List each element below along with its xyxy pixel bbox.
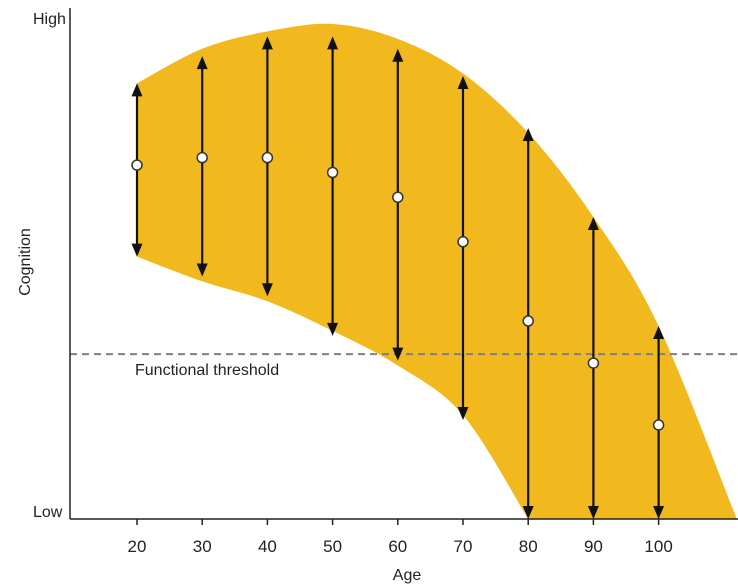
y-axis-high-label: High [33,11,66,28]
x-tick-label-30: 30 [193,537,212,556]
range-arrows [131,36,665,519]
functional-threshold-label: Functional threshold [135,362,279,379]
x-tick-label-100: 100 [644,537,672,556]
range-arrow-down-70 [457,407,469,420]
range-arrow-down-90 [587,506,599,519]
x-tick-label-90: 90 [584,537,603,556]
range-arrow-up-70 [457,75,469,89]
range-arrow-down-30 [196,263,208,277]
range-arrow-down-100 [653,506,665,519]
range-arrow-up-40 [261,36,273,50]
x-tick-label-40: 40 [258,537,277,556]
x-tick-label-70: 70 [454,537,473,556]
cognition-range-band [137,23,737,520]
x-tick-label-50: 50 [323,537,342,556]
range-arrow-up-50 [327,36,339,50]
mean-point-60 [392,191,404,203]
mean-point-100 [652,419,665,431]
x-axis-ticks: 20 30 40 50 60 70 80 90 100 [128,519,673,556]
range-arrow-down-50 [327,322,339,336]
range-arrow-up-90 [587,217,599,231]
range-arrow-up-20 [131,83,143,97]
mean-point-50 [326,166,339,179]
x-tick-label-60: 60 [388,537,407,556]
mean-point-90 [587,357,600,369]
range-arrow-up-80 [522,127,534,141]
range-arrow-down-80 [522,506,534,519]
mean-point-80 [522,315,534,327]
range-arrow-up-60 [392,48,404,62]
x-tick-label-80: 80 [519,537,538,556]
mean-point-40 [261,151,274,164]
y-axis-low-label: Low [33,504,63,521]
range-arrow-down-60 [392,347,404,361]
y-axis-title: Cognition [17,228,34,296]
range-arrow-up-30 [196,56,208,70]
mean-points [131,151,665,431]
range-arrow-down-20 [131,243,143,257]
mean-point-30 [196,151,208,164]
mean-point-70 [457,236,469,248]
range-arrow-down-40 [261,283,273,297]
mean-point-20 [131,159,143,171]
range-arrow-up-100 [653,325,665,339]
x-axis-title: Age [393,567,422,584]
x-tick-label-20: 20 [128,537,147,556]
